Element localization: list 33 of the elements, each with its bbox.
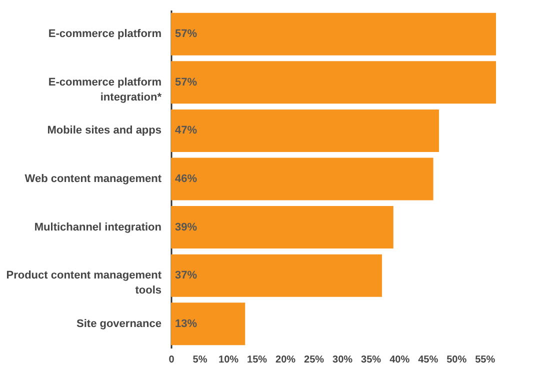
x-tick-label: 25% [304,354,324,366]
bar [171,12,496,56]
bar [171,61,496,104]
y-tick-label: E-commerce platform [48,28,162,40]
bar [171,206,394,249]
data-label: 13% [175,318,198,330]
y-tick-label: Site governance [76,318,162,330]
data-label: 39% [175,221,198,234]
y-tick-label: Mobile sites and apps [47,124,162,137]
x-tick-label: 45% [418,354,438,366]
x-tick-label: 15% [247,354,268,366]
x-tick-label: 0 [168,354,175,366]
x-tick-label: 20% [276,354,296,366]
data-label: 46% [175,173,198,185]
bar [171,109,439,152]
x-tick-label: 35% [361,354,382,366]
bar [171,158,434,200]
data-label: 57% [175,28,198,40]
x-tick-label: 40% [390,354,410,366]
y-tick-label: Web content management [24,173,162,185]
y-tick-label: E-commerce platform integration* [48,76,162,104]
data-label: 37% [175,270,198,282]
bar [171,302,246,346]
data-label: 57% [175,76,198,88]
x-tick-label: 5% [192,354,208,366]
y-tick-label: Multichannel integration [34,221,162,234]
data-label: 47% [175,124,198,137]
bar [171,254,382,297]
x-tick-label: 55% [475,354,496,366]
x-tick-label: 30% [332,354,353,366]
x-tick-label: 10% [218,354,239,366]
x-tick-label: 50% [446,354,467,366]
y-tick-label: Product content management tools [6,270,162,297]
